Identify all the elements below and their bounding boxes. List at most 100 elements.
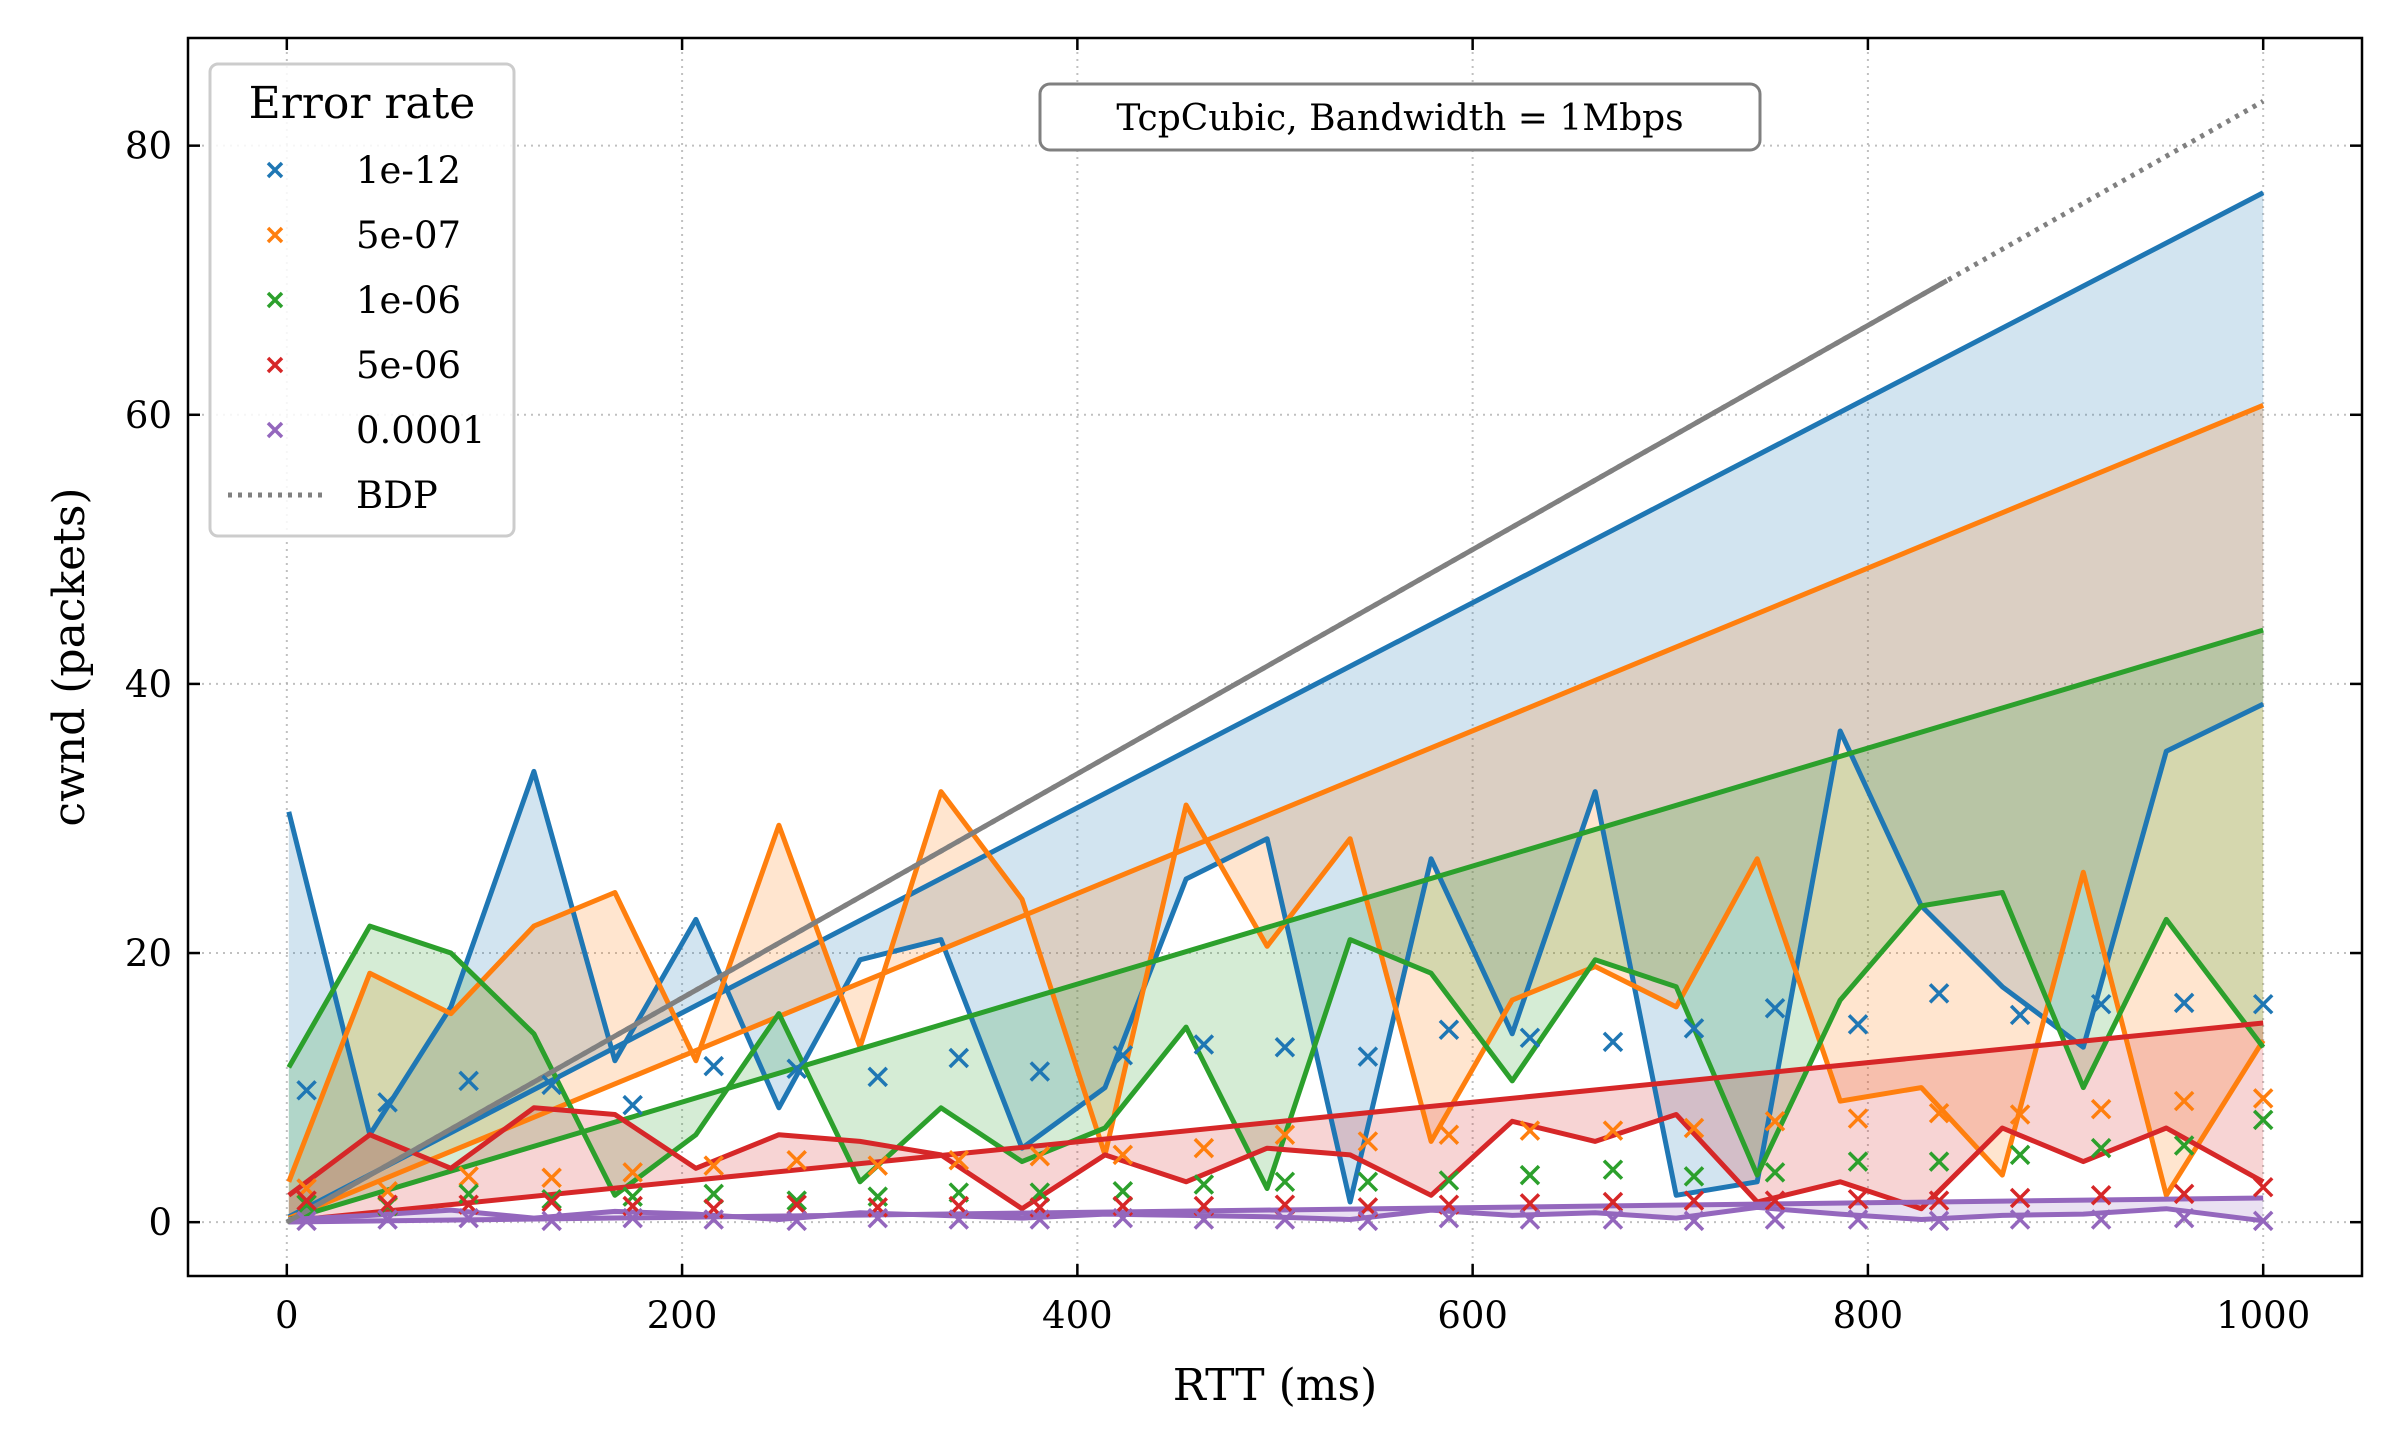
plot-frame <box>186 36 2364 1278</box>
marker-1e-06 <box>1602 1159 1624 1180</box>
legend-marker-5e-07 <box>266 226 284 244</box>
marker-1e-12 <box>2173 992 2195 1014</box>
x-axis-label: RTT (ms) <box>1173 1360 1378 1411</box>
legend-label-1e-12: 1e-12 <box>356 149 461 192</box>
marker-0-0001 <box>786 1210 807 1232</box>
series-line-5e-06 <box>287 1105 2265 1212</box>
y-tick-label: 80 <box>125 125 172 168</box>
marker-1e-12 <box>867 1066 888 1088</box>
marker-0-0001 <box>2009 1209 2031 1230</box>
marker-0-0001 <box>541 1210 562 1232</box>
marker-5e-07 <box>1274 1124 1296 1145</box>
marker-1e-12 <box>1683 1018 1705 1039</box>
legend-title: Error rate <box>249 78 476 129</box>
series-lines <box>285 99 2266 1225</box>
marker-1e-12 <box>1029 1061 1051 1082</box>
marker-1e-06 <box>296 1194 317 1215</box>
marker-5e-06 <box>1683 1190 1705 1211</box>
marker-5e-06 <box>1928 1190 1950 1211</box>
marker-5e-06 <box>2009 1187 2031 1209</box>
marker-1e-12 <box>377 1092 398 1113</box>
series-markers <box>296 983 2274 1232</box>
marker-0-0001 <box>2252 1210 2274 1232</box>
marker-5e-06 <box>1602 1191 1624 1213</box>
marker-1e-12 <box>1357 1046 1379 1067</box>
marker-5e-07 <box>1357 1131 1379 1152</box>
marker-1e-12 <box>2009 1004 2031 1026</box>
trend-line-1e-12 <box>287 190 2265 1220</box>
marker-0-0001 <box>2090 1209 2112 1230</box>
x-tick-label: 400 <box>1042 1294 1113 1337</box>
marker-0-0001 <box>1112 1207 1134 1229</box>
series-line-5e-07 <box>286 789 2266 1198</box>
marker-5e-07 <box>458 1166 479 1187</box>
marker-1e-12 <box>2252 993 2274 1015</box>
legend-label-bdp: BDP <box>356 474 438 517</box>
marker-1e-12 <box>2090 993 2112 1015</box>
marker-0-0001 <box>2173 1207 2195 1229</box>
marker-5e-06 <box>377 1194 398 1215</box>
marker-1e-12 <box>1274 1037 1296 1058</box>
marker-5e-07 <box>1928 1102 1950 1124</box>
marker-1e-12 <box>1519 1027 1541 1049</box>
marker-5e-07 <box>2173 1090 2195 1112</box>
trend-line-0-0001 <box>288 1195 2264 1225</box>
y-tick-label: 0 <box>148 1201 172 1244</box>
marker-0-0001 <box>1602 1209 1624 1230</box>
marker-5e-07 <box>2009 1104 2031 1125</box>
marker-5e-06 <box>2252 1176 2274 1198</box>
marker-5e-07 <box>786 1150 807 1171</box>
marker-5e-07 <box>1029 1146 1051 1167</box>
x-tick-label: 0 <box>275 1294 299 1337</box>
marker-5e-06 <box>1847 1189 1869 1210</box>
marker-0-0001 <box>458 1207 479 1229</box>
legend: Error rate 1e-12 5e-07 1e-06 5e-06 0.0001 BDP <box>208 62 516 538</box>
legend-label-5e-06: 5e-06 <box>356 344 461 387</box>
marker-1e-12 <box>1193 1034 1215 1055</box>
marker-0-0001 <box>1847 1209 1869 1230</box>
marker-5e-07 <box>703 1155 724 1176</box>
marker-5e-06 <box>786 1194 807 1215</box>
legend-marker-0-0001 <box>266 421 284 439</box>
marker-5e-07 <box>1519 1120 1541 1141</box>
annotation-text: TcpCubic, Bandwidth = 1Mbps <box>1116 98 1683 139</box>
marker-1e-06 <box>786 1190 807 1211</box>
marker-0-0001 <box>703 1209 724 1230</box>
marker-5e-07 <box>2090 1098 2112 1120</box>
marker-1e-12 <box>622 1094 643 1116</box>
marker-0-0001 <box>948 1209 970 1230</box>
y-axis-label: cwnd (packets) <box>44 487 95 826</box>
legend-label-1e-06: 1e-06 <box>356 279 461 322</box>
marker-1e-12 <box>948 1047 970 1069</box>
marker-1e-12 <box>1438 1019 1460 1040</box>
legend-box <box>208 62 516 538</box>
marker-1e-06 <box>2173 1135 2195 1156</box>
marker-5e-07 <box>1683 1117 1705 1139</box>
marker-0-0001 <box>1193 1209 1215 1230</box>
marker-5e-06 <box>1274 1194 1296 1215</box>
y-tick-label: 20 <box>125 932 172 975</box>
legend-marker-1e-12 <box>266 161 284 179</box>
marker-5e-07 <box>2252 1088 2274 1109</box>
marker-1e-06 <box>2252 1109 2274 1131</box>
marker-1e-06 <box>1357 1171 1379 1193</box>
marker-5e-07 <box>867 1155 888 1176</box>
marker-1e-12 <box>1112 1045 1134 1066</box>
marker-1e-06 <box>1928 1151 1950 1172</box>
marker-1e-06 <box>1519 1164 1541 1186</box>
marker-5e-06 <box>2173 1183 2195 1205</box>
marker-1e-12 <box>1602 1031 1624 1053</box>
marker-0-0001 <box>1274 1209 1296 1230</box>
marker-1e-06 <box>1193 1174 1215 1195</box>
marker-5e-07 <box>541 1167 562 1189</box>
marker-1e-06 <box>1683 1166 1705 1187</box>
marker-1e-12 <box>458 1070 479 1092</box>
marker-5e-07 <box>1764 1111 1786 1132</box>
annotation-box <box>1038 82 1762 152</box>
series-line-1e-06 <box>286 890 2266 1198</box>
marker-1e-06 <box>2090 1137 2112 1159</box>
legend-entries: 1e-12 5e-07 1e-06 5e-06 0.0001 BDP <box>228 149 485 517</box>
x-tick-label: 1000 <box>2216 1294 2310 1337</box>
